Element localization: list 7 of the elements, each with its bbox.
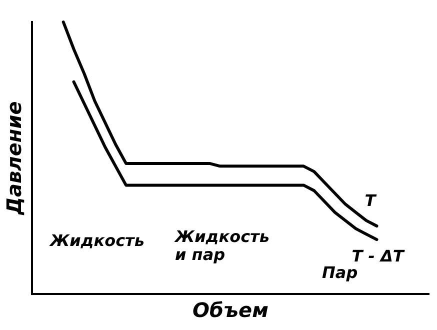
- annotation: Пар: [322, 263, 358, 282]
- annotation: Жидкость: [50, 231, 144, 250]
- annotation: Жидкость и пар: [175, 227, 270, 264]
- series-label: T: [364, 191, 377, 210]
- y-axis-title: Давление: [2, 101, 26, 216]
- series-label: T - ΔT: [352, 246, 405, 266]
- x-axis-title: Объем: [192, 298, 268, 322]
